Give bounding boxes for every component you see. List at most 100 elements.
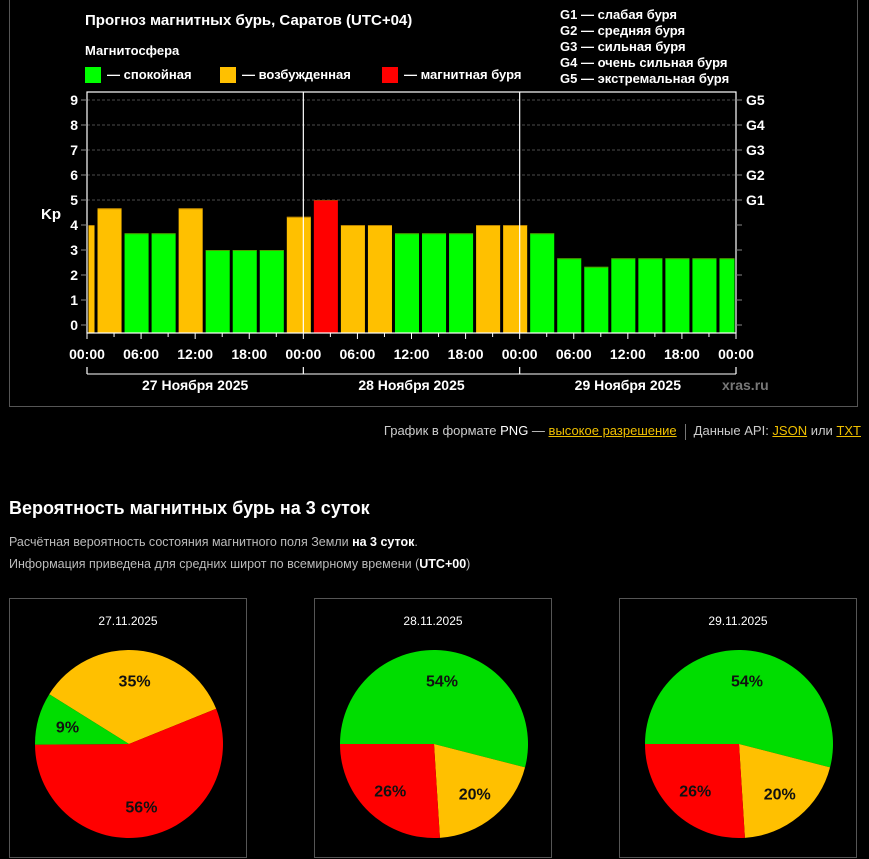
x-tick-label: 12:00 (177, 346, 213, 362)
g-scale-tick-label: G1 (746, 192, 765, 208)
kp-bar (313, 200, 338, 333)
y-tick-label: 7 (70, 142, 78, 158)
legend-swatch (220, 67, 236, 83)
x-tick-label: 06:00 (123, 346, 159, 362)
legend-title: Магнитосфера (85, 43, 180, 58)
pie-slice (434, 744, 526, 838)
pie-slice (35, 694, 129, 745)
kp-bar (449, 233, 474, 333)
dash-text: — (528, 423, 549, 438)
json-link[interactable]: JSON (772, 423, 808, 438)
g-scale-tick-label: G4 (746, 117, 765, 133)
g-scale-legend-item: G4 — очень сильная буря (560, 55, 727, 70)
y-tick-label: 2 (70, 267, 78, 283)
pie-date: 29.11.2025 (708, 614, 768, 628)
x-tick-label: 00:00 (502, 346, 538, 362)
x-tick-label: 12:00 (394, 346, 430, 362)
kp-chart-frame (9, 0, 858, 407)
y-tick-label: 6 (70, 167, 78, 183)
x-tick-label: 12:00 (610, 346, 646, 362)
pie-slice-label: 54% (731, 674, 763, 691)
pie-slice (340, 649, 528, 768)
probability-pie: 54% 20% 26% (645, 649, 833, 838)
x-tick-label: 00:00 (69, 346, 105, 362)
pie-slice-label: 26% (679, 784, 711, 801)
kp-bar (394, 233, 420, 333)
kp-bar (232, 250, 257, 333)
pie-slice-label: 56% (125, 800, 157, 817)
divider (684, 423, 686, 440)
kp-bar (611, 258, 636, 333)
kp-bar (286, 216, 311, 333)
pie-slice-label: 20% (459, 786, 491, 803)
g-scale-legend-item: G1 — слабая буря (560, 7, 677, 22)
kp-bar (97, 208, 122, 333)
g-scale-tick-label: G2 (746, 167, 765, 183)
section-title: Вероятность магнитных бурь на 3 суток (9, 498, 370, 518)
kp-bar (88, 225, 95, 333)
pie-card-day-1: 27.11.2025 35% 56% 9% (9, 598, 247, 858)
pie-date: 27.11.2025 (98, 614, 158, 628)
desc-text: Расчётная вероятность состояния магнитно… (9, 535, 353, 549)
pie-slice (645, 744, 745, 838)
y-tick-label: 0 (70, 317, 78, 333)
pie-slice-label: 26% (374, 784, 406, 801)
x-tick-label: 18:00 (448, 346, 484, 362)
g-scale-legend-item: G2 — средняя буря (560, 23, 685, 38)
png-text: PNG (500, 423, 529, 438)
probability-pie: 54% 20% 26% (340, 649, 528, 838)
x-tick-label: 18:00 (231, 346, 267, 362)
legend-label: — спокойная (107, 67, 192, 82)
kp-bar (719, 258, 735, 333)
desc-bold: на 3 суток (352, 535, 415, 549)
g-scale-tick-label: G5 (746, 92, 765, 108)
kp-bar (367, 225, 392, 333)
legend-swatch (382, 67, 398, 83)
kp-bar (259, 250, 284, 333)
pie-card-day-3: 29.11.2025 54% 20% 26% (619, 598, 857, 858)
chart-title: Прогноз магнитных бурь, Саратов (UTC+04) (85, 12, 412, 29)
pie-slice-label: 54% (426, 674, 458, 691)
y-tick-label: 3 (70, 242, 78, 258)
day-label: 29 Ноября 2025 (575, 377, 682, 393)
x-tick-label: 00:00 (718, 346, 754, 362)
chart-links: График в формате PNG — высокое разрешени… (384, 423, 861, 440)
pie-slice (35, 708, 224, 838)
day-label: 27 Ноября 2025 (142, 377, 249, 393)
kp-forecast-chart: Прогноз магнитных бурь, Саратов (UTC+04)… (41, 7, 769, 393)
hires-link[interactable]: высокое разрешение (548, 423, 677, 438)
png-label: График в формате (383, 423, 501, 438)
y-axis-label: Kp (41, 206, 61, 223)
desc-text: . (414, 535, 418, 549)
x-tick-label: 18:00 (664, 346, 700, 362)
kp-bar (178, 208, 203, 333)
kp-bar (584, 266, 609, 333)
x-tick-label: 06:00 (556, 346, 592, 362)
pie-slice-label: 20% (764, 786, 796, 803)
pie-slice (739, 744, 831, 838)
pie-slice (340, 744, 440, 838)
pie-date: 28.11.2025 (403, 614, 463, 628)
desc-bold: UTC+00 (419, 557, 467, 571)
kp-bar (151, 233, 176, 333)
kp-bar (638, 258, 663, 333)
kp-bar (124, 233, 149, 333)
txt-link[interactable]: TXT (836, 423, 861, 438)
desc-text: Информация приведена для средних широт п… (9, 557, 420, 571)
pie-card-day-2: 28.11.2025 54% 20% 26% (314, 598, 552, 858)
g-scale-legend-item: G3 — сильная буря (560, 39, 686, 54)
kp-bar (503, 225, 528, 333)
pie-slice-label: 9% (56, 720, 79, 737)
y-tick-label: 5 (70, 192, 78, 208)
y-tick-label: 4 (70, 217, 78, 233)
api-label: Данные API: (693, 423, 773, 438)
kp-bar (665, 258, 690, 333)
legend-swatch (85, 67, 101, 83)
kp-bar (205, 250, 230, 333)
y-tick-label: 8 (70, 117, 78, 133)
legend-label: — возбужденная (242, 67, 351, 82)
pie-slice (49, 650, 217, 744)
legend-label: — магнитная буря (404, 67, 521, 82)
description-line-2: Информация приведена для средних широт п… (9, 557, 470, 571)
day-label: 28 Ноября 2025 (358, 377, 465, 393)
